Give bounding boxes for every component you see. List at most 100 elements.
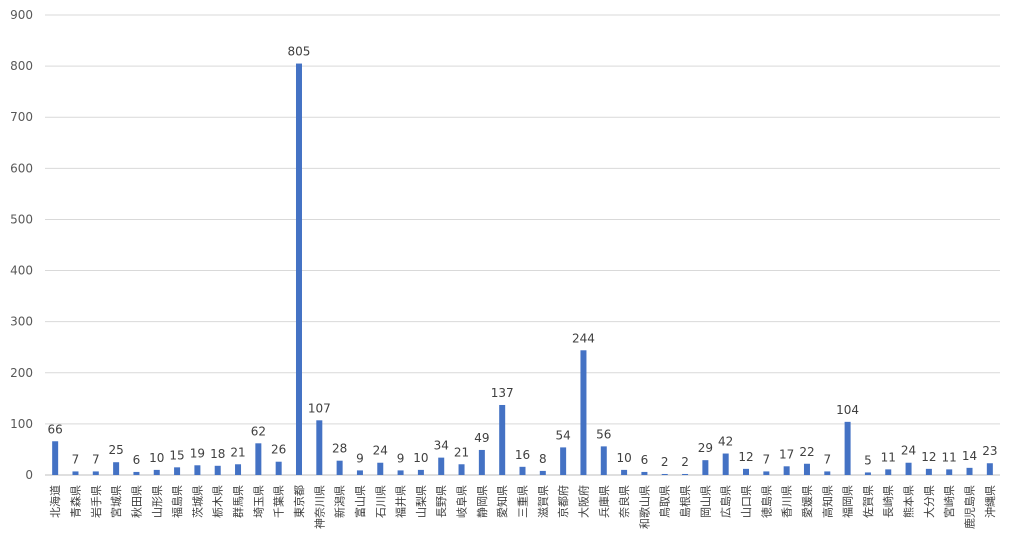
- bar: [438, 457, 445, 475]
- bar: [397, 470, 404, 475]
- category-label: 鳥取県: [658, 485, 672, 518]
- category-label: 富山県: [353, 485, 367, 518]
- data-label: 2: [681, 455, 689, 469]
- bar: [600, 446, 607, 475]
- bar: [458, 464, 465, 475]
- data-label: 22: [799, 445, 814, 459]
- category-label: 神奈川県: [312, 485, 326, 529]
- data-label: 104: [836, 403, 859, 417]
- data-label: 9: [356, 451, 364, 465]
- category-label: 岩手県: [89, 485, 103, 518]
- data-label: 17: [779, 447, 794, 461]
- bar: [194, 465, 201, 475]
- data-label: 21: [230, 445, 245, 459]
- bar: [336, 460, 343, 475]
- data-label: 7: [823, 452, 831, 466]
- data-label: 11: [942, 450, 957, 464]
- bar: [72, 471, 79, 475]
- y-tick-label: 400: [10, 264, 33, 278]
- bar: [174, 467, 181, 475]
- data-label: 29: [698, 441, 713, 455]
- category-label: 群馬県: [231, 485, 245, 518]
- category-label: 岐阜県: [456, 485, 469, 518]
- bar: [641, 471, 648, 475]
- y-tick-label: 500: [10, 212, 33, 226]
- bar: [743, 468, 750, 475]
- bar: [722, 453, 729, 475]
- data-label: 26: [271, 443, 286, 457]
- y-tick-label: 200: [10, 366, 33, 380]
- bar: [946, 469, 953, 475]
- bar: [539, 470, 546, 475]
- bar: [763, 471, 770, 475]
- data-label: 21: [454, 445, 469, 459]
- y-tick-label: 600: [10, 161, 33, 175]
- category-label: 熊本県: [902, 485, 916, 518]
- y-tick-label: 700: [10, 110, 33, 124]
- data-label: 10: [616, 451, 631, 465]
- bar: [275, 461, 282, 475]
- category-label: 宮城県: [109, 485, 123, 518]
- category-label: 千葉県: [272, 485, 286, 518]
- data-label: 10: [149, 451, 164, 465]
- category-label: 徳島県: [759, 485, 773, 518]
- data-label: 7: [92, 452, 100, 466]
- category-label: 静岡県: [475, 485, 489, 518]
- data-label: 56: [596, 427, 611, 441]
- data-label: 15: [169, 448, 184, 462]
- category-label: 福井県: [394, 485, 408, 518]
- category-label: 大分県: [922, 485, 936, 518]
- category-label: 滋賀県: [537, 485, 550, 518]
- bar: [925, 468, 932, 475]
- bar: [519, 466, 526, 475]
- data-label: 25: [108, 443, 123, 457]
- bar: [133, 471, 140, 475]
- category-label: 新潟県: [333, 485, 347, 518]
- category-label: 香川県: [781, 485, 794, 518]
- category-label: 青森県: [68, 485, 82, 518]
- category-label: 石川県: [374, 485, 387, 518]
- data-label: 6: [133, 453, 141, 467]
- data-label: 5: [864, 453, 872, 467]
- data-label: 6: [641, 453, 649, 467]
- category-label: 京都府: [556, 485, 570, 518]
- bar: [377, 462, 384, 475]
- bar: [864, 472, 871, 475]
- y-tick-label: 100: [10, 417, 33, 431]
- data-label: 107: [308, 401, 331, 415]
- data-label: 24: [373, 444, 388, 458]
- data-label: 28: [332, 442, 347, 456]
- data-label: 11: [881, 450, 896, 464]
- data-label: 16: [515, 448, 530, 462]
- data-label: 66: [48, 422, 63, 436]
- bar: [702, 460, 709, 475]
- category-label: 山口県: [740, 485, 753, 518]
- bar: [52, 441, 59, 475]
- data-label: 54: [555, 428, 570, 442]
- data-label: 244: [572, 331, 595, 345]
- bar: [295, 63, 302, 476]
- data-label: 24: [901, 444, 916, 458]
- bar: [560, 447, 567, 475]
- data-label: 12: [738, 450, 753, 464]
- bars: [52, 63, 993, 476]
- y-tick-label: 300: [10, 315, 33, 329]
- category-label: 広島県: [719, 485, 733, 518]
- bar: [113, 462, 120, 475]
- data-label: 19: [190, 446, 205, 460]
- category-label: 福島県: [170, 485, 184, 518]
- category-label: 佐賀県: [861, 485, 875, 518]
- bar: [214, 465, 221, 475]
- category-label: 宮崎県: [942, 485, 956, 518]
- bar: [580, 350, 587, 475]
- bar: [356, 470, 363, 475]
- bar: [966, 467, 973, 475]
- data-label: 9: [397, 451, 405, 465]
- category-label: 奈良県: [617, 485, 631, 518]
- bar: [153, 469, 160, 475]
- bar: [316, 420, 323, 475]
- data-label: 23: [982, 444, 997, 458]
- bar: [885, 469, 892, 475]
- bar: [803, 463, 810, 475]
